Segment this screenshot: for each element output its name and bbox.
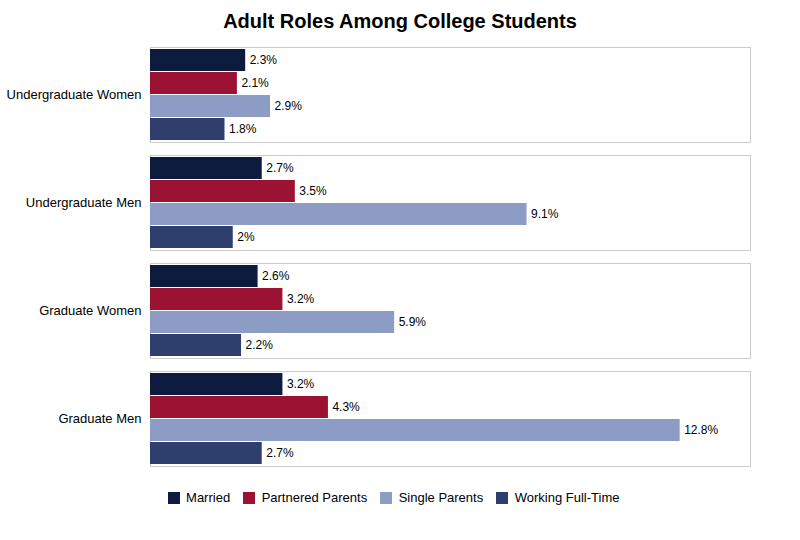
svg-text:Graduate Women: Graduate Women bbox=[39, 303, 141, 318]
svg-text:1.8%: 1.8% bbox=[229, 122, 257, 136]
svg-text:3.2%: 3.2% bbox=[287, 377, 315, 391]
svg-text:3.2%: 3.2% bbox=[287, 292, 315, 306]
html-text:Adult Roles Among College Stud: Adult Roles Among College Students bbox=[223, 10, 577, 32]
svg-text:Undergraduate Women: Undergraduate Women bbox=[7, 87, 142, 102]
svg-text:12.8%: 12.8% bbox=[684, 423, 718, 437]
svg-text:2.7%: 2.7% bbox=[266, 446, 294, 460]
html-text:Working Full-Time: Working Full-Time bbox=[514, 490, 620, 505]
svg-text:2.9%: 2.9% bbox=[275, 99, 303, 113]
svg-text:2.6%: 2.6% bbox=[262, 269, 290, 283]
svg-text:2.2%: 2.2% bbox=[246, 338, 274, 352]
svg-text:2%: 2% bbox=[237, 230, 255, 244]
svg-text:5.9%: 5.9% bbox=[399, 315, 427, 329]
svg-text:2.1%: 2.1% bbox=[241, 76, 269, 90]
html-text:Married: Married bbox=[186, 490, 231, 505]
svg-text:Undergraduate Men: Undergraduate Men bbox=[26, 195, 142, 210]
svg-text:Graduate Men: Graduate Men bbox=[58, 411, 141, 426]
svg-text:2.3%: 2.3% bbox=[250, 53, 278, 67]
svg-text:3.5%: 3.5% bbox=[299, 184, 327, 198]
svg-text:2.7%: 2.7% bbox=[266, 161, 294, 175]
html-text:Single Parents: Single Parents bbox=[398, 490, 484, 505]
html-text:Partnered Parents: Partnered Parents bbox=[261, 490, 368, 505]
svg-text:9.1%: 9.1% bbox=[531, 207, 559, 221]
svg-text:4.3%: 4.3% bbox=[332, 400, 360, 414]
